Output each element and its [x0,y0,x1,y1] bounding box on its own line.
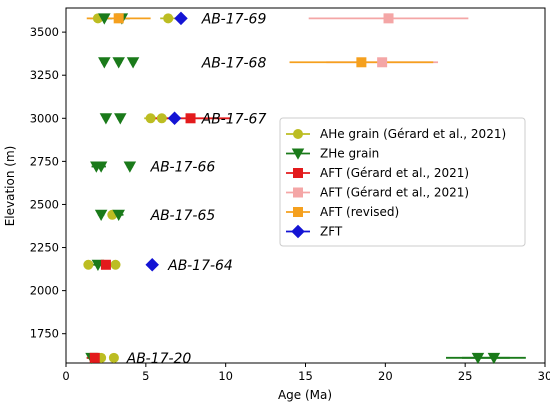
y-axis-label: Elevation (m) [3,146,17,227]
y-tick-label: 1750 [30,327,59,341]
y-tick-label: 2000 [30,284,59,298]
data-point-triangle-down [114,113,127,125]
data-point-triangle-down [487,352,501,365]
data-point-square [356,57,367,68]
data-point-circle [145,113,156,124]
legend-marker-diamond [291,224,305,239]
legend-label: AFT (Gérard et al., 2021) [320,166,469,180]
data-point-square [113,13,124,24]
legend-item: AFT (Gérard et al., 2021) [286,186,469,200]
data-point-circle [163,13,174,24]
legend-label: ZHe grain [320,147,379,161]
x-tick-label: 20 [378,369,393,383]
legend-item: ZHe grain [286,147,379,161]
legend: AHe grain (Gérard et al., 2021) ZHe grain… [279,117,526,247]
data-point-diamond [145,258,159,272]
y-tick-label: 2250 [30,241,59,255]
x-tick-label: 0 [62,369,69,383]
data-point-circle [108,352,119,363]
data-point-circle [83,259,94,270]
data-point-square [185,113,196,124]
legend-item: AHe grain (Gérard et al., 2021) [286,127,506,141]
data-point-triangle-down [99,113,113,125]
sample-label: AB-17-68 [201,55,267,71]
y-tick-label: 3000 [30,111,59,125]
data-point-triangle-down [471,352,485,365]
legend-box [279,117,526,247]
data-point-triangle-down [112,209,125,222]
legend-marker-triangle-down [291,148,305,160]
sample-label: AB-17-20 [126,351,192,367]
legend-marker-square [293,207,303,217]
x-tick-label: 5 [142,369,149,383]
sample-label: AB-17-65 [150,208,216,224]
legend-label: ZFT [320,225,343,239]
x-tick-label: 10 [218,369,233,383]
y-tick-label: 2750 [30,154,59,168]
data-point-square [89,352,100,363]
legend-marker-square [293,187,303,198]
legend-marker-circle [293,129,303,139]
data-point-triangle-down [123,161,137,173]
legend-item: AFT (Gérard et al., 2021) [286,166,469,180]
legend-label: AHe grain (Gérard et al., 2021) [320,127,506,141]
data-point-triangle-down [126,57,140,69]
data-point-triangle-down [98,13,111,25]
data-point-triangle-down [112,57,125,69]
data-markers [83,11,501,365]
data-point-square [100,259,111,270]
x-tick-label: 15 [298,369,313,383]
x-axis-label: Age (Ma) [278,388,332,402]
x-tick-label: 30 [538,369,550,383]
data-point-square [377,57,388,68]
plot-area: 0 5 10 15 20 25 30 1750 2000 2250 2500 2750 3000 325… [30,7,550,383]
legend-label: AFT (revised) [320,205,399,219]
sample-label: AB-17-69 [201,11,267,27]
legend-item: AFT (revised) [286,205,399,219]
data-point-triangle-down [98,57,111,69]
data-point-diamond [174,11,188,26]
data-point-triangle-down [94,209,108,222]
data-point-triangle-down [94,161,108,173]
sample-labels: AB-17-69 AB-17-68 AB-17-67 AB-17-66 AB-17-65… [126,11,267,366]
y-tick-label: 3500 [30,25,59,39]
legend-label: AFT (Gérard et al., 2021) [320,186,469,200]
y-tick-label: 2500 [30,197,59,211]
legend-marker-square [293,168,303,178]
data-point-circle [110,259,121,270]
sample-label: AB-17-67 [201,111,267,127]
y-axis: 1750 2000 2250 2500 2750 3000 3250 3500 [30,25,66,341]
x-axis: 0 5 10 15 20 25 30 [62,363,550,383]
data-point-square [383,13,394,24]
y-tick-label: 3250 [30,68,59,82]
data-point-circle [156,113,167,124]
legend-item: ZFT [286,225,343,239]
sample-label: AB-17-64 [167,258,233,274]
sample-label: AB-17-66 [150,160,216,176]
data-point-diamond [167,111,182,126]
x-tick-label: 25 [458,369,473,383]
